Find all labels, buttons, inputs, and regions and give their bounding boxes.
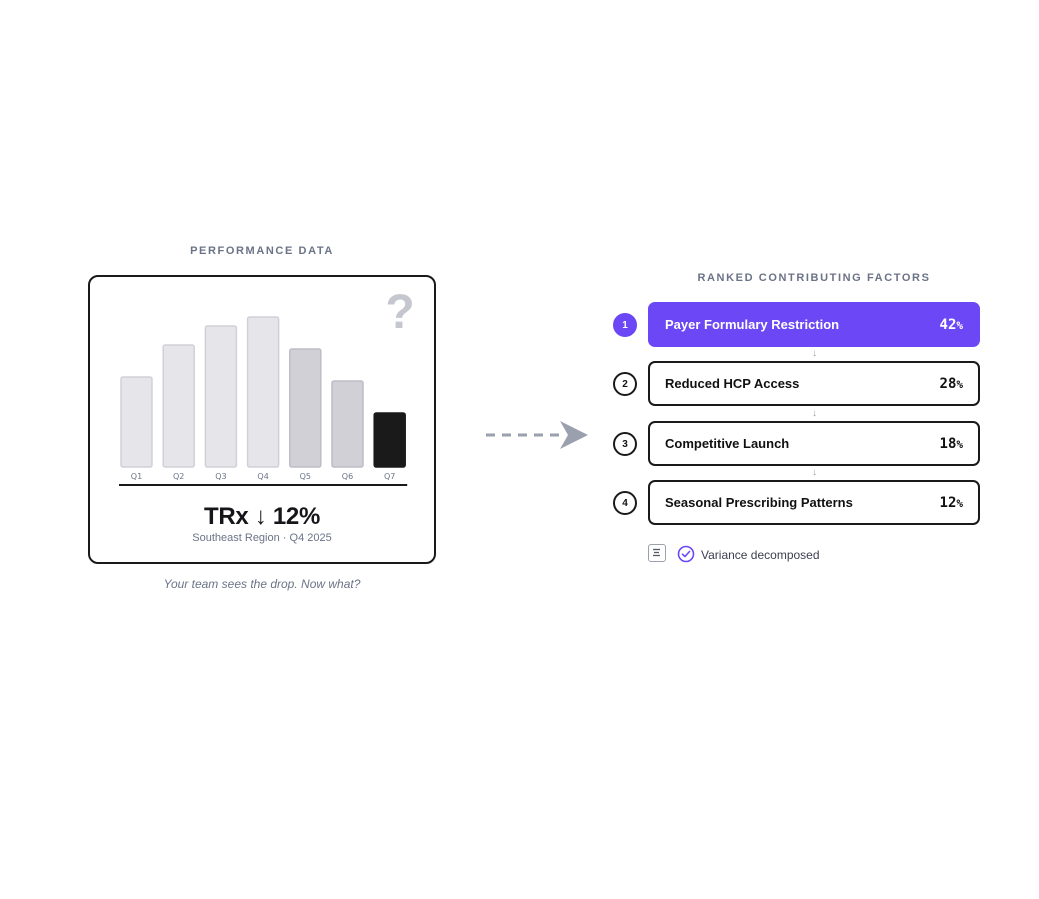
factor-card[interactable]: Reduced HCP Access 28% [648,361,980,406]
factor-row-2[interactable]: 2 Reduced HCP Access 28% [612,361,984,407]
tick-label-q4: Q4 [257,472,268,481]
bar-q4 [246,316,280,468]
bar-q1 [120,376,153,468]
list-icon[interactable] [648,544,666,562]
tick-label-q5: Q5 [300,472,311,481]
factor-row-4[interactable]: 4 Seasonal Prescribing Patterns 12% [612,480,984,526]
chart-caption: Your team sees the drop. Now what? [163,577,361,591]
factor-name: Payer Formulary Restriction [665,317,840,332]
ranked-factors-label: RANKED CONTRIBUTING FACTORS [697,272,931,284]
factor-percent: 28% [939,376,963,392]
tick-label-q2: Q2 [173,472,184,481]
factor-row-3[interactable]: 3 Competitive Launch 18% [612,421,984,467]
factor-name: Competitive Launch [665,436,790,451]
factor-name: Seasonal Prescribing Patterns [665,495,853,510]
rank-badge: 2 [613,372,637,396]
connector-arrow-icon: ↓ [812,467,817,478]
factor-card[interactable]: Competitive Launch 18% [648,421,980,466]
performance-chart-card: Q1 Q2 Q3 Q4 Q5 Q6 Q7 ? TRx ↓ 12% Southeast Reg… [88,275,436,564]
factor-card[interactable]: Payer Formulary Restriction 42% [648,302,980,347]
trx-metric: TRx ↓ 12% [203,503,320,530]
variance-status: Variance decomposed [648,543,888,567]
rank-badge: 1 [613,313,637,337]
rank-badge: 4 [613,491,637,515]
tick-label-q1: Q1 [131,472,142,481]
factor-percent: 12% [939,495,963,511]
factor-row-1[interactable]: 1 Payer Formulary Restriction 42% [612,302,984,348]
dashed-arrow-icon [486,421,588,449]
factor-card[interactable]: Seasonal Prescribing Patterns 12% [648,480,980,525]
factor-percent: 42% [939,317,963,333]
factor-percent: 18% [939,436,963,452]
bar-chart: Q1 Q2 Q3 Q4 Q5 Q6 Q7 [119,316,408,486]
connector-arrow-icon: ↓ [812,408,817,419]
tick-label-q3: Q3 [215,472,226,481]
factor-name: Reduced HCP Access [665,376,800,391]
performance-data-label: PERFORMANCE DATA [190,245,334,257]
region-period-subtitle: Southeast Region · Q4 2025 [192,532,332,544]
bar-q5 [289,348,322,468]
bar-q7 [373,412,406,468]
check-circle-icon [677,545,695,563]
bar-q2 [162,344,195,468]
tick-label-q7: Q7 [384,472,395,481]
question-mark-icon: ? [385,286,415,339]
bar-q3 [204,325,238,468]
connector-arrow-icon: ↓ [812,348,817,359]
rank-badge: 3 [613,432,637,456]
bar-q6 [331,380,364,468]
status-text: Variance decomposed [701,548,820,562]
tick-label-q6: Q6 [342,472,353,481]
